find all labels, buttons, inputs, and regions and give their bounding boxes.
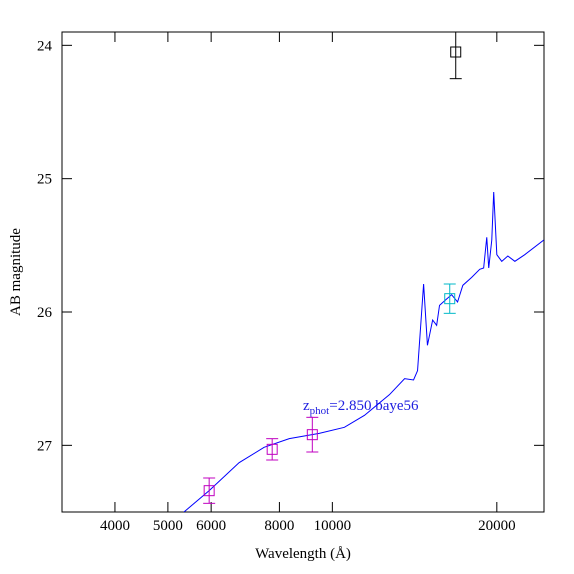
y-tick-label: 25 bbox=[37, 172, 52, 188]
annotation-rest: =2.850 baye56 bbox=[329, 398, 419, 414]
x-axis-label: Wavelength (Å) bbox=[255, 546, 351, 562]
x-tick-label: 5000 bbox=[153, 518, 183, 534]
y-tick-label: 24 bbox=[37, 38, 53, 54]
y-axis-label: AB magnitude bbox=[8, 228, 24, 316]
x-tick-label: 8000 bbox=[264, 518, 294, 534]
annotation-main: z bbox=[303, 398, 310, 414]
x-tick-label: 6000 bbox=[196, 518, 226, 534]
y-tick-label: 27 bbox=[37, 438, 53, 454]
photometry-point bbox=[203, 485, 215, 497]
plot-area bbox=[183, 32, 544, 512]
annotation-subscript: phot bbox=[310, 405, 330, 417]
y-tick-label: 26 bbox=[37, 305, 53, 321]
photometry-point bbox=[266, 443, 278, 455]
photometry-point bbox=[306, 429, 318, 441]
x-tick-label: 10000 bbox=[314, 518, 352, 534]
photometry-point bbox=[450, 46, 462, 58]
plot-frame bbox=[61, 31, 545, 513]
x-tick-label: 20000 bbox=[478, 518, 516, 534]
spectrum-line bbox=[183, 191, 544, 512]
x-tick-label: 4000 bbox=[100, 518, 130, 534]
photometry-point bbox=[444, 293, 456, 305]
annotation: zphot=2.850 baye56 bbox=[303, 398, 419, 417]
